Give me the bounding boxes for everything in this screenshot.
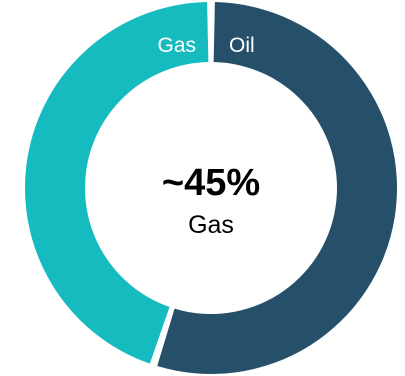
- donut-slice-gas: [25, 2, 209, 364]
- donut-slice-oil: [157, 2, 398, 375]
- center-value: ~45%: [162, 162, 260, 204]
- slice-label-gas: Gas: [157, 34, 196, 57]
- slice-label-oil: Oil: [229, 34, 255, 57]
- center-caption: Gas: [188, 211, 234, 239]
